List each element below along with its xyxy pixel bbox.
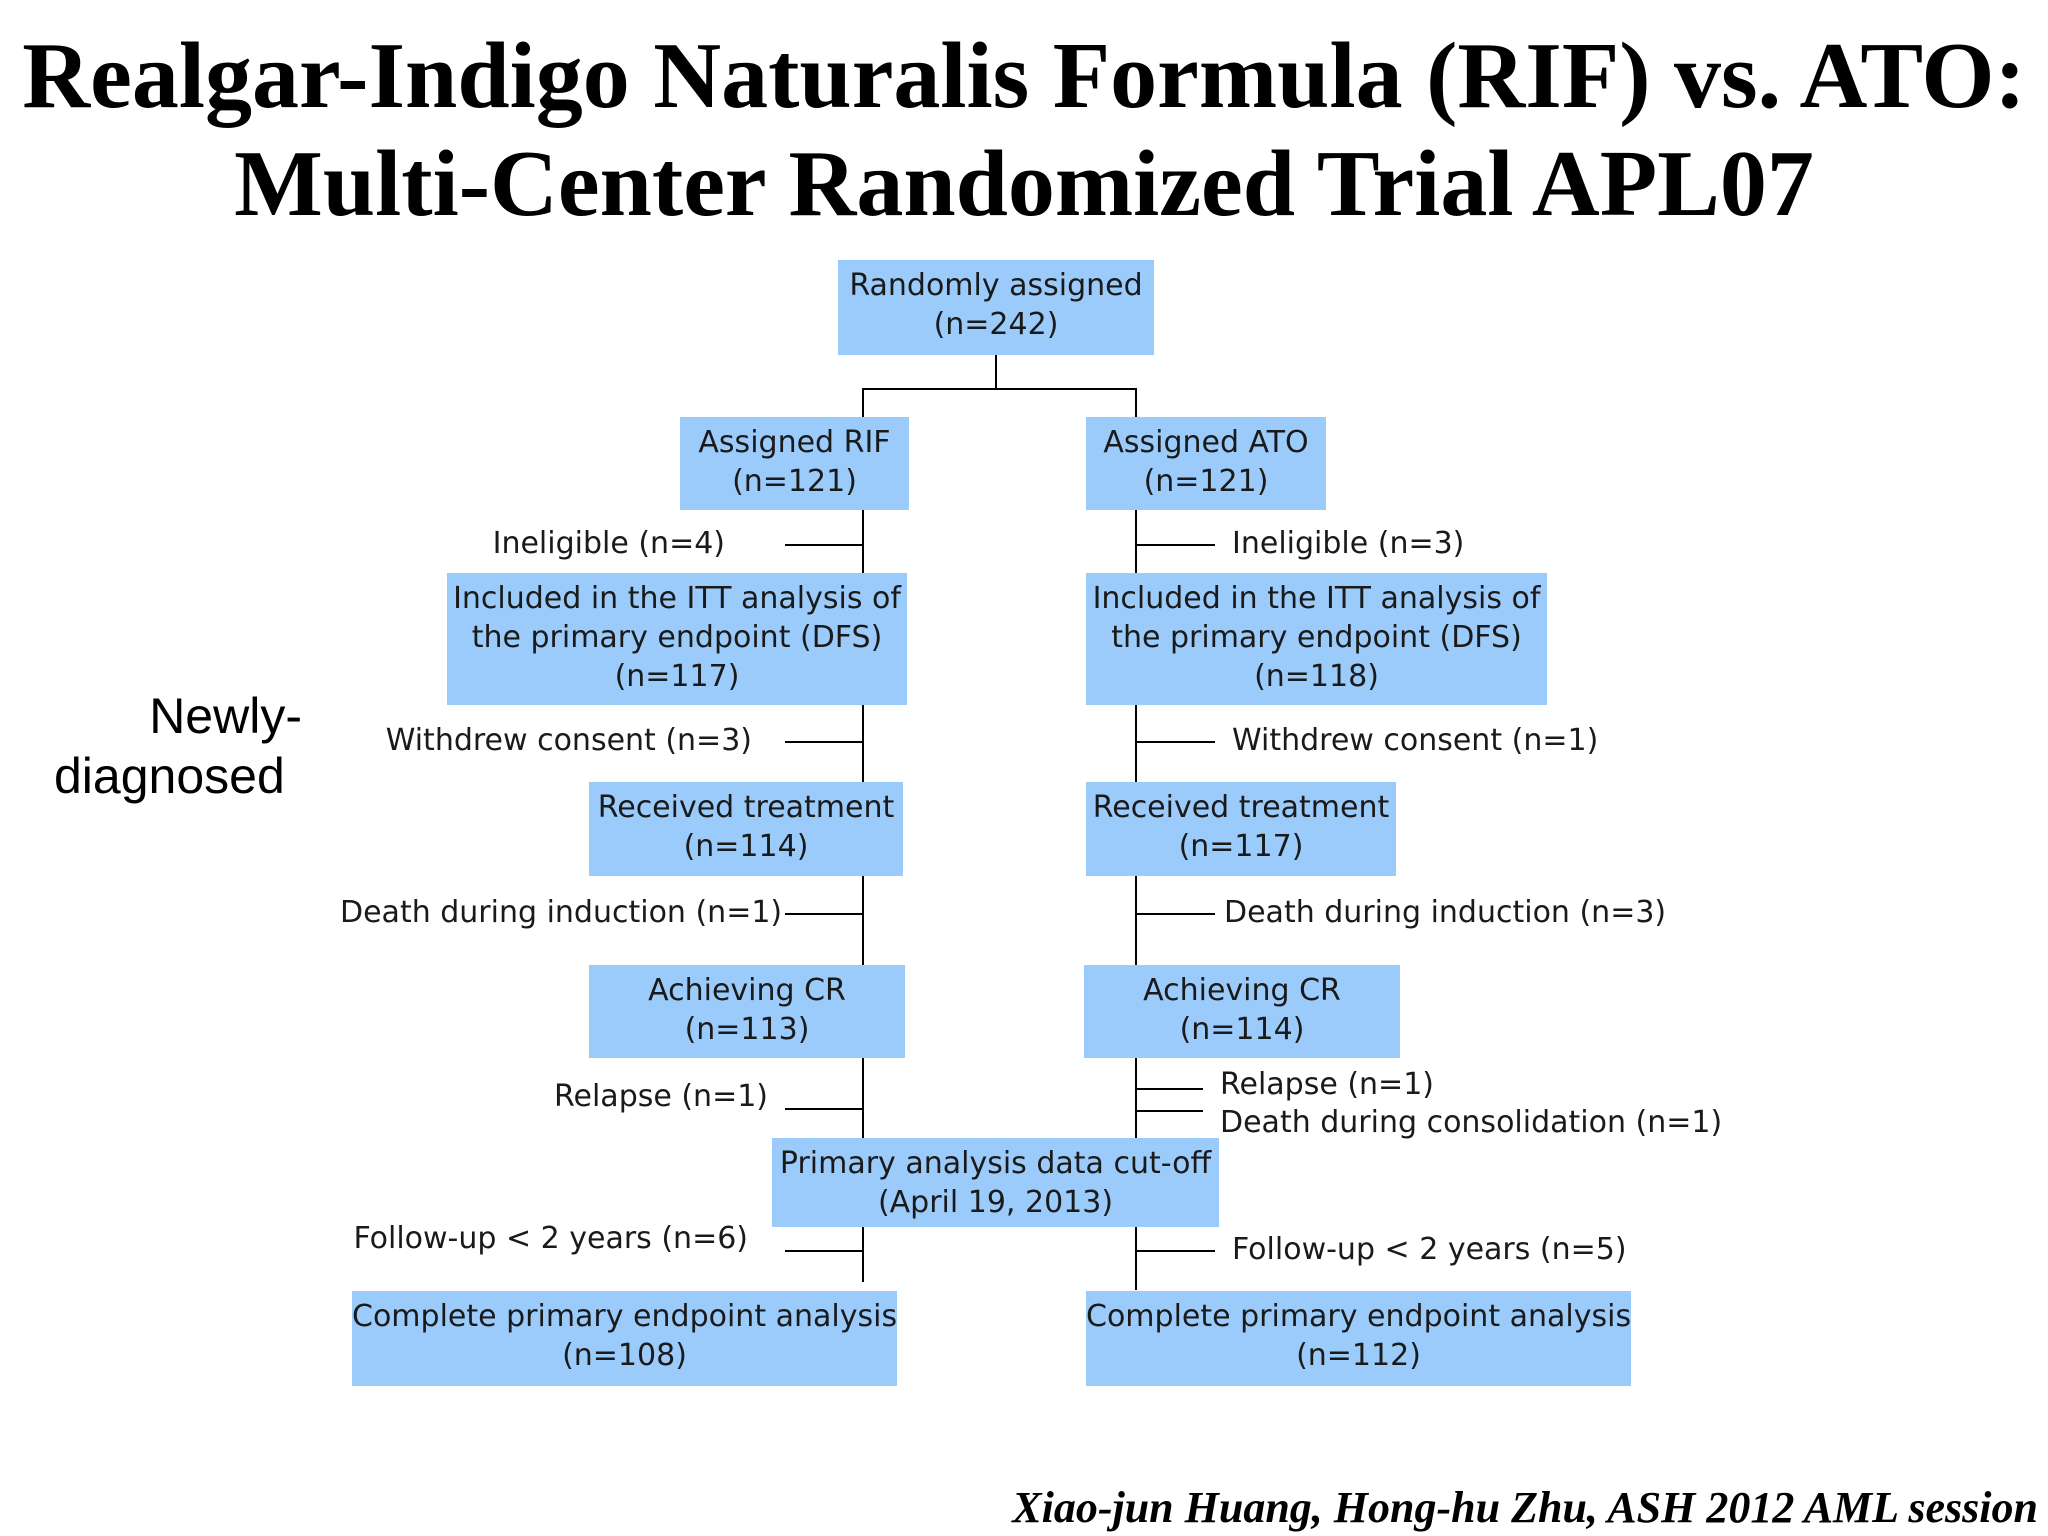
connector-ato-spine-1 [1135,510,1137,574]
stub-rif-followup [785,1250,863,1252]
connector-split-to-rif [862,388,864,418]
box-data-cutoff-date: (April 19, 2013) [877,1185,1114,1220]
connector-rif-spine-2 [862,705,864,783]
stub-ato-withdrew [1135,741,1215,743]
connector-root-down [995,354,997,388]
title-line-1: Realgar-Indigo Naturalis Formula (RIF) v… [22,24,2026,128]
connector-rif-spine-3 [862,876,864,966]
box-rif-cr: Achieving CR (n=113) [589,965,905,1058]
connector-ato-spine-2 [1135,705,1137,783]
citation: Xiao-jun Huang, Hong-hu Zhu, ASH 2012 AM… [1012,1483,2038,1532]
population-label-line-1: Newly- [149,688,302,744]
box-ato-received-label: Received treatment [1092,790,1390,825]
stub-rif-death-induction [785,913,863,915]
stub-ato-relapse [1135,1088,1203,1090]
box-ato-cr: Achieving CR (n=114) [1084,965,1400,1058]
box-ato-itt-line-2: the primary endpoint (DFS) [1111,620,1522,655]
box-ato-received: Received treatment (n=117) [1086,782,1396,876]
note-rif-relapse: Relapse (n=1) [554,1079,768,1114]
title-line-2: Multi-Center Randomized Trial APL07 [234,132,1814,236]
box-rif-received-label: Received treatment [597,790,895,825]
connector-rif-spine-1 [862,510,864,574]
connector-rif-spine-4 [862,1058,864,1138]
box-ato-complete: Complete primary endpoint analysis (n=11… [1086,1291,1631,1386]
connector-root-split [862,388,1137,390]
connector-ato-spine-3 [1135,876,1137,966]
box-data-cutoff: Primary analysis data cut-off (April 19,… [772,1138,1219,1227]
connector-split-to-ato [1135,388,1137,418]
box-ato-itt-count: (n=118) [1254,659,1379,694]
box-randomly-assigned-count: (n=242) [933,307,1059,342]
box-randomly-assigned-label: Randomly assigned [849,268,1143,303]
stub-ato-death-induction [1135,913,1215,915]
note-ato-death-consolidation: Death during consolidation (n=1) [1220,1105,1723,1140]
box-rif-received-count: (n=114) [683,829,809,864]
box-rif-complete-count: (n=108) [562,1338,687,1373]
box-rif-cr-count: (n=113) [684,1012,810,1047]
stub-ato-ineligible [1135,544,1215,546]
box-ato-assigned-count: (n=121) [1143,464,1269,499]
note-ato-death-induction: Death during induction (n=3) [1224,895,1667,930]
box-ato-cr-label: Achieving CR [1143,973,1341,1008]
population-label: Newly- diagnosed [40,686,310,806]
connector-rif-spine-5 [862,1227,864,1282]
note-ato-ineligible: Ineligible (n=3) [1232,526,1465,561]
stub-ato-followup [1135,1250,1215,1252]
note-rif-followup: Follow-up < 2 years (n=6) [353,1221,748,1256]
box-randomly-assigned: Randomly assigned (n=242) [838,260,1154,355]
note-rif-withdrew: Withdrew consent (n=3) [385,723,752,758]
box-rif-received: Received treatment (n=114) [589,782,903,876]
box-ato-complete-label: Complete primary endpoint analysis [1086,1299,1632,1334]
box-ato-assigned-label: Assigned ATO [1103,425,1309,460]
box-ato-itt-line-1: Included in the ITT analysis of [1092,581,1541,616]
box-rif-complete-label: Complete primary endpoint analysis [352,1299,898,1334]
population-label-line-2: diagnosed [54,748,285,804]
note-rif-ineligible: Ineligible (n=4) [492,526,725,561]
box-rif-itt-count: (n=117) [614,659,740,694]
box-ato-cr-count: (n=114) [1179,1012,1305,1047]
stub-rif-withdrew [785,741,863,743]
box-rif-itt-line-2: the primary endpoint (DFS) [471,620,883,655]
box-rif-assigned-label: Assigned RIF [698,425,891,460]
box-rif-cr-label: Achieving CR [648,973,846,1008]
box-ato-itt: Included in the ITT analysis of the prim… [1086,573,1547,705]
box-data-cutoff-label: Primary analysis data cut-off [779,1146,1212,1181]
note-ato-followup: Follow-up < 2 years (n=5) [1232,1232,1627,1267]
note-ato-relapse-group: Relapse (n=1) Death during consolidation… [1220,1066,1722,1142]
box-rif-assigned-count: (n=121) [732,464,857,499]
stub-rif-relapse [785,1108,863,1110]
stub-ato-death-consolidation [1135,1110,1203,1112]
box-ato-received-count: (n=117) [1178,829,1304,864]
box-rif-itt-line-1: Included in the ITT analysis of [453,581,901,616]
box-rif-complete: Complete primary endpoint analysis (n=10… [352,1291,897,1386]
note-rif-death-induction: Death during induction (n=1) [340,895,783,930]
box-ato-complete-count: (n=112) [1296,1338,1421,1373]
slide-title: Realgar-Indigo Naturalis Formula (RIF) v… [0,22,2048,238]
box-ato-assigned: Assigned ATO (n=121) [1086,417,1326,510]
box-rif-assigned: Assigned RIF (n=121) [680,417,909,510]
stub-rif-ineligible [785,544,863,546]
note-ato-withdrew: Withdrew consent (n=1) [1232,723,1599,758]
note-ato-relapse: Relapse (n=1) [1220,1067,1434,1102]
box-rif-itt: Included in the ITT analysis of the prim… [447,573,907,705]
